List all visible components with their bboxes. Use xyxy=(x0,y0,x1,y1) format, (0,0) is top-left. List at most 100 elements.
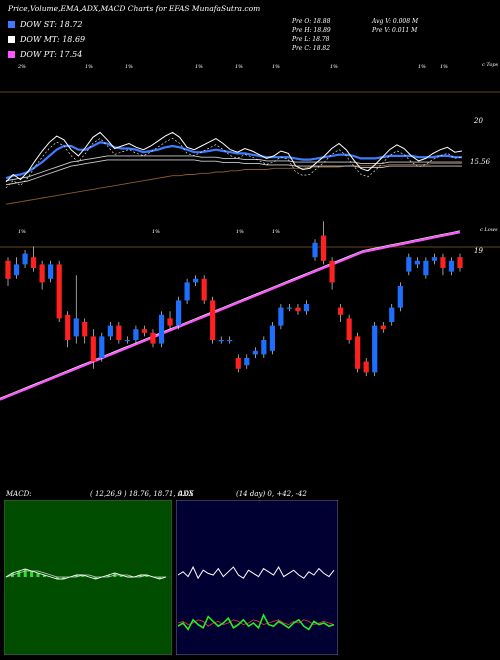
purple-ema-line xyxy=(0,231,461,401)
low-mark: 1% xyxy=(236,229,244,235)
macd-params: ( 12,26,9 ) 18.76, 18.71, 0.05 xyxy=(90,490,194,498)
plus-di-line xyxy=(177,613,335,631)
low-mark: 1% xyxy=(272,229,280,235)
adx-params: (14 day) 0, +42, -42 xyxy=(236,490,307,498)
candle-body xyxy=(278,307,284,326)
candle-body xyxy=(90,336,96,362)
candle-body xyxy=(218,340,224,342)
legend-swatch-white xyxy=(8,36,15,43)
candle-body xyxy=(423,260,429,276)
legend-dow-pt: DOW PT: 17.54 xyxy=(8,50,82,59)
candle-body xyxy=(269,325,275,351)
candle-body xyxy=(39,264,45,283)
candle-body xyxy=(56,264,62,319)
candle-body xyxy=(193,278,199,283)
level-19-label: 19 xyxy=(474,247,483,255)
candle-body xyxy=(414,260,420,265)
legend-dow-st: DOW ST: 18.72 xyxy=(8,20,82,29)
legend-swatch-pink xyxy=(8,51,15,58)
chart-title: Price,Volume,EMA,ADX,MACD Charts for EFA… xyxy=(8,4,261,13)
top-mark: 1% xyxy=(125,64,133,70)
purple-ema-highlight xyxy=(0,230,461,399)
candle-body xyxy=(201,278,207,301)
ema-line-dotted xyxy=(5,138,463,189)
candle-body xyxy=(99,336,105,358)
tops-label: c Tops xyxy=(482,62,499,68)
macd-line xyxy=(5,568,167,580)
candle-body xyxy=(372,325,378,373)
candle-body xyxy=(406,257,412,272)
candle-body xyxy=(210,300,216,340)
candle-body xyxy=(116,325,122,340)
candle-body xyxy=(124,340,130,342)
ohlc-avg-volume: Avg V: 0.008 M xyxy=(372,18,419,25)
candle-body xyxy=(448,260,455,272)
ohlc-close: Pre C: 18.82 xyxy=(292,45,331,52)
top-mark: 1% xyxy=(272,64,280,70)
candle-body xyxy=(48,264,54,279)
macd-chart xyxy=(4,500,172,655)
adx-chart xyxy=(176,500,338,655)
ema-line-2b xyxy=(5,159,462,186)
level-1556-label: 15.56 xyxy=(470,158,491,166)
candle-body xyxy=(329,260,335,283)
legend-label: DOW PT: 17.54 xyxy=(20,50,83,59)
candle-body xyxy=(346,318,352,340)
minus-di-line xyxy=(177,619,335,627)
adx-line xyxy=(177,565,335,580)
top-mark: 1% xyxy=(235,64,243,70)
candle-body xyxy=(22,253,28,265)
candle-body xyxy=(303,304,310,312)
candle-body xyxy=(440,257,446,268)
legend-label: DOW MT: 18.69 xyxy=(20,35,86,44)
low-mark: 1% xyxy=(152,229,160,235)
top-mark: 1% xyxy=(418,64,426,70)
top-mark: 2% xyxy=(17,64,26,70)
candle-body xyxy=(65,314,71,340)
ohlc-volume: Pre V: 0.011 M xyxy=(372,27,418,34)
ema-line-3 xyxy=(5,162,462,205)
candle-body xyxy=(30,257,37,268)
adx-title: ADX xyxy=(178,490,194,498)
candle-body xyxy=(261,340,267,355)
candle-body xyxy=(397,286,403,308)
macd-title: MACD: xyxy=(6,490,32,498)
candle-body xyxy=(244,358,250,366)
lows-label: c Lows xyxy=(480,227,498,233)
candle-body xyxy=(167,318,173,326)
price-chart: c Tops 2% 1% 1% 1% 1% 1% 1% 1% 1% c Lows 1% 1% 1% 1% 20… xyxy=(0,62,500,401)
candle-body xyxy=(133,329,139,340)
candle-body xyxy=(355,336,361,369)
macd-background xyxy=(4,500,172,655)
low-mark: 1% xyxy=(18,229,26,235)
candle-body xyxy=(380,325,386,330)
candle-body xyxy=(431,257,438,261)
adx-background xyxy=(176,500,338,655)
ohlc-open: Pre O: 18.88 xyxy=(292,18,331,25)
candle-body xyxy=(73,318,79,337)
candle-body xyxy=(150,332,156,344)
candle-body xyxy=(252,350,258,355)
top-mark: 1% xyxy=(85,64,93,70)
top-mark: 1% xyxy=(195,64,203,70)
legend-dow-mt: DOW MT: 18.69 xyxy=(8,35,85,44)
candle-body xyxy=(363,361,369,373)
candle-body xyxy=(338,307,344,315)
legend-swatch-blue xyxy=(8,21,15,28)
candle-body xyxy=(13,264,20,276)
ohlc-low: Pre L: 18.78 xyxy=(292,36,330,43)
candle-body xyxy=(457,257,463,268)
candle-body xyxy=(320,235,327,261)
candle-body xyxy=(227,340,233,342)
candle-body xyxy=(184,282,190,301)
candle-body xyxy=(175,300,182,326)
candle-body xyxy=(286,307,293,309)
candle-body xyxy=(235,358,241,369)
ema-line-0 xyxy=(5,131,463,183)
top-mark: 1% xyxy=(330,64,338,70)
candle-body xyxy=(5,260,11,279)
ema-line-1 xyxy=(5,141,462,180)
candle-body xyxy=(82,322,88,337)
legend-label: DOW ST: 18.72 xyxy=(20,20,83,29)
candle-body xyxy=(141,329,148,333)
